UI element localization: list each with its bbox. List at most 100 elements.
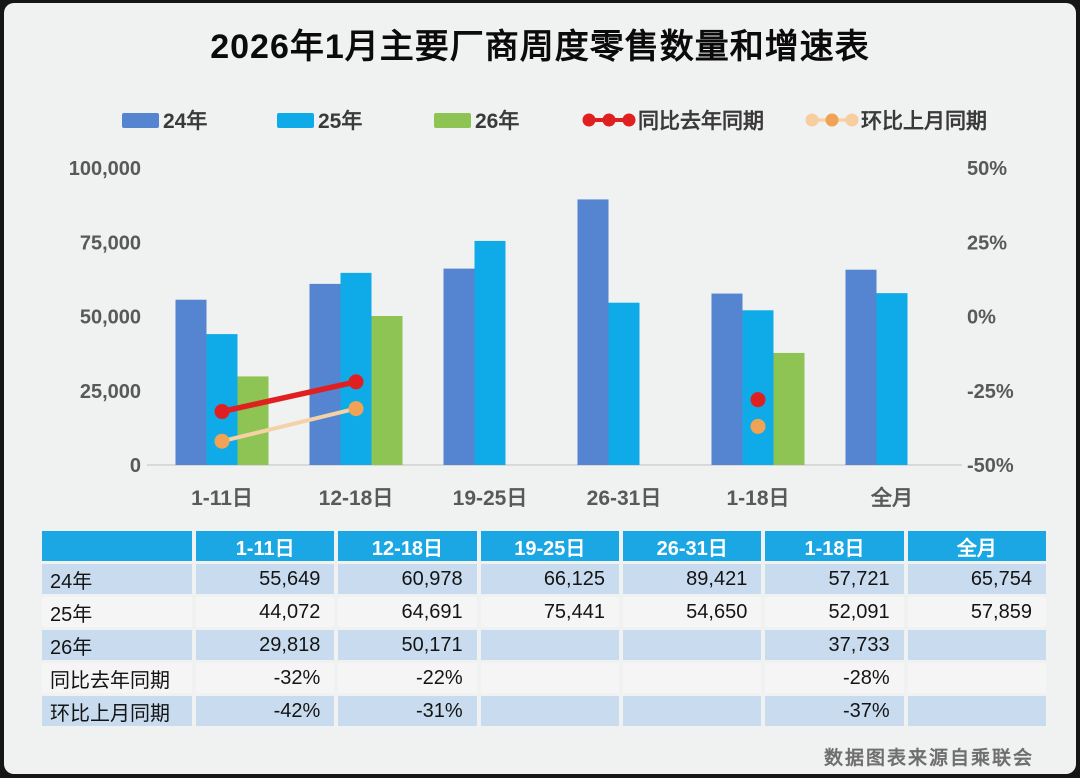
table-cell-1-4: 52,091 xyxy=(765,597,904,627)
bar-26年-1-18日 xyxy=(773,352,805,465)
legend-label: 环比上月同期 xyxy=(861,110,987,133)
left-axis-tick: 0 xyxy=(130,455,141,477)
x-axis-label-2: 19-25日 xyxy=(453,487,528,510)
marker-环比上月同期-1-18日 xyxy=(750,418,766,434)
bar-25年-12-18日 xyxy=(340,272,372,465)
left-axis-tick: 100,000 xyxy=(69,158,141,180)
table-cell-0-1: 60,978 xyxy=(338,564,477,594)
table-row-label-1: 25年 xyxy=(42,597,192,627)
table-row-label-0: 24年 xyxy=(42,564,192,594)
table-row-label-4: 环比上月同期 xyxy=(42,696,192,726)
table-cell-0-3: 89,421 xyxy=(622,564,762,594)
table-cell-4-2 xyxy=(480,696,619,726)
legend-item-0: 24年 xyxy=(122,107,207,133)
table-row-label-2: 26年 xyxy=(42,630,192,660)
table-cell-2-4: 37,733 xyxy=(765,630,904,660)
legend-label: 25年 xyxy=(318,110,363,133)
right-axis-tick: 0% xyxy=(967,307,996,329)
bar-24年-1-11日 xyxy=(175,299,207,465)
table-cell-4-0: -42% xyxy=(196,696,335,726)
marker-同比去年同期-12-18日 xyxy=(348,374,364,390)
table-cell-1-2: 75,441 xyxy=(480,597,619,627)
table-cell-1-1: 64,691 xyxy=(338,597,477,627)
table-cell-4-3 xyxy=(622,696,762,726)
bar-25年-全月 xyxy=(876,293,908,465)
legend-label: 同比去年同期 xyxy=(638,110,764,133)
table-header-6: 全月 xyxy=(907,531,1046,561)
bar-25年-26-31日 xyxy=(608,302,640,465)
marker-环比上月同期-1-11日 xyxy=(214,433,230,449)
x-axis-label-3: 26-31日 xyxy=(587,487,662,510)
table-header-1: 1-11日 xyxy=(196,531,335,561)
bar-24年-19-25日 xyxy=(443,268,475,465)
line-同比去年同期 xyxy=(219,379,359,415)
legend-item-4: 环比上月同期 xyxy=(805,107,987,133)
table-cell-3-0: -32% xyxy=(196,663,335,693)
right-axis-tick: -25% xyxy=(967,381,1014,403)
bar-24年-全月 xyxy=(845,269,877,465)
table-cell-2-3 xyxy=(622,630,762,660)
table-cell-1-5: 57,859 xyxy=(907,597,1046,627)
table-cell-3-3 xyxy=(622,663,762,693)
legend-swatch-icon xyxy=(122,112,159,128)
table-cell-1-3: 54,650 xyxy=(622,597,762,627)
table-cell-1-0: 44,072 xyxy=(196,597,335,627)
table-header-3: 19-25日 xyxy=(480,531,619,561)
legend-item-2: 26年 xyxy=(434,107,519,133)
source-watermark: 数据图表来源自乘联会 xyxy=(823,748,1034,769)
bar-26年-1-11日 xyxy=(237,376,269,465)
left-axis-tick: 25,000 xyxy=(80,381,141,403)
legend-item-1: 25年 xyxy=(277,107,362,133)
left-axis-tick: 75,000 xyxy=(80,232,141,254)
table-cell-4-4: -37% xyxy=(765,696,904,726)
right-axis-tick: -50% xyxy=(967,455,1014,477)
marker-同比去年同期-1-18日 xyxy=(750,392,766,408)
legend-swatch-icon xyxy=(277,112,314,128)
x-axis-label-0: 1-11日 xyxy=(191,487,253,510)
x-axis-label-1: 12-18日 xyxy=(319,487,394,510)
line-环比上月同期 xyxy=(220,406,358,444)
legend-label: 26年 xyxy=(475,110,520,133)
table-row-label-3: 同比去年同期 xyxy=(42,663,192,693)
table-cell-3-1: -22% xyxy=(338,663,477,693)
table-cell-0-2: 66,125 xyxy=(480,564,619,594)
bar-26年-12-18日 xyxy=(371,315,403,465)
bar-24年-12-18日 xyxy=(309,283,341,465)
table-cell-3-5 xyxy=(907,663,1046,693)
bar-24年-1-18日 xyxy=(711,293,743,465)
table-header-2: 12-18日 xyxy=(338,531,477,561)
x-axis-label-4: 1-18日 xyxy=(726,487,789,510)
bar-24年-26-31日 xyxy=(577,199,609,466)
table-cell-3-4: -28% xyxy=(765,663,904,693)
chart-panel: 2026年1月主要厂商周度零售数量和增速表 24年 25年 26年 同比去年同期 环比上… xyxy=(4,3,1076,774)
bar-25年-19-25日 xyxy=(474,240,506,465)
table-header-corner xyxy=(42,531,192,561)
left-axis-tick: 50,000 xyxy=(80,307,141,329)
legend-swatch-icon xyxy=(434,112,471,128)
table-cell-0-4: 57,721 xyxy=(765,564,904,594)
x-axis-labels: 1-11日 12-18日 19-25日 26-31日 1-18日 全月 xyxy=(191,486,913,510)
table-header-5: 1-18日 xyxy=(765,531,904,561)
weekly-retail-chart: 100,000 75,000 50,000 25,000 0 50% 25% 0% -25% -5… xyxy=(69,158,1014,510)
legend-label: 24年 xyxy=(163,110,208,133)
table-header-4: 26-31日 xyxy=(622,531,762,561)
legend-line-marker-icon xyxy=(582,113,636,127)
right-axis-tick: 50% xyxy=(967,158,1007,180)
marker-环比上月同期-12-18日 xyxy=(348,401,364,417)
table-cell-3-2 xyxy=(480,663,619,693)
table-cell-2-5 xyxy=(907,630,1046,660)
x-axis-label-5: 全月 xyxy=(870,486,913,510)
table-cell-0-5: 65,754 xyxy=(907,564,1046,594)
weekly-retail-table: 1-11日 12-18日 19-25日 26-31日 1-18日 全月 24年 55,649 6… xyxy=(42,531,1046,726)
table-cell-0-0: 55,649 xyxy=(196,564,335,594)
legend-item-3: 同比去年同期 xyxy=(582,107,764,133)
right-axis-tick: 25% xyxy=(967,232,1007,254)
table-cell-2-0: 29,818 xyxy=(196,630,335,660)
table-cell-2-2 xyxy=(480,630,619,660)
marker-同比去年同期-1-11日 xyxy=(214,404,230,420)
table-cell-4-1: -31% xyxy=(338,696,477,726)
bar-25年-1-18日 xyxy=(742,310,774,465)
table-cell-4-5 xyxy=(907,696,1046,726)
table-cell-2-1: 50,171 xyxy=(338,630,477,660)
legend-line-marker-icon xyxy=(805,113,859,127)
